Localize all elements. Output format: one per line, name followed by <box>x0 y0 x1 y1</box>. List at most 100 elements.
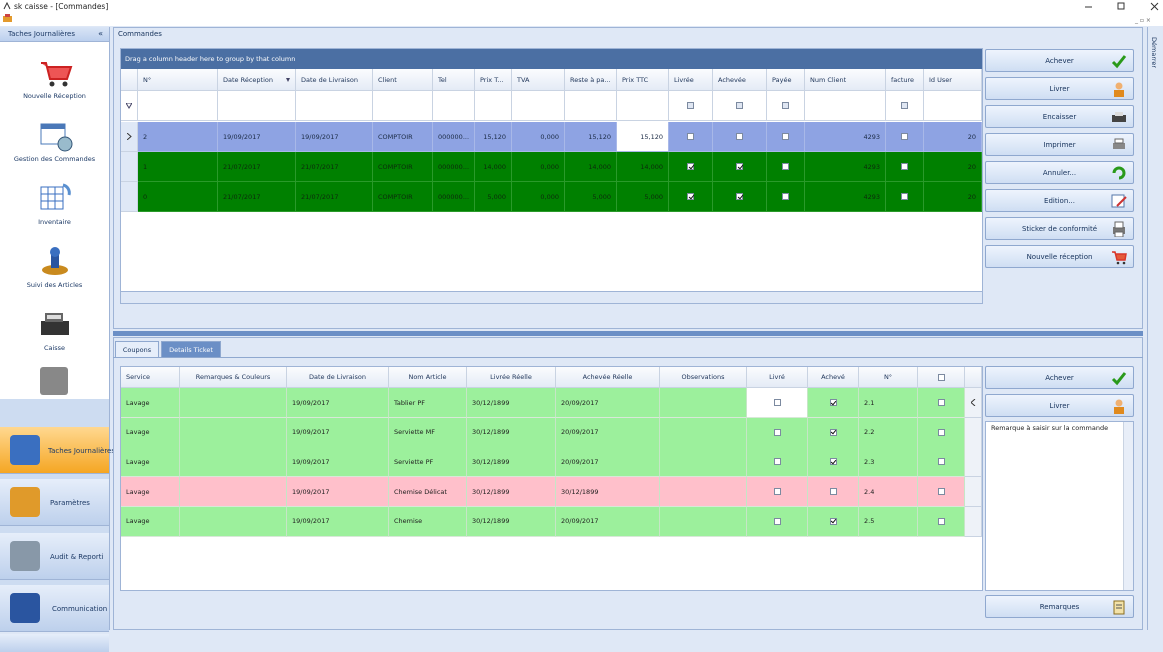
remark-text[interactable]: Remarque à saisir sur la commande <box>991 424 1109 432</box>
checkbox[interactable] <box>687 133 694 140</box>
column-header[interactable]: Date de Livraison <box>287 367 389 388</box>
header-checkbox[interactable] <box>937 373 945 381</box>
sidebar-item[interactable]: Nouvelle Réception <box>23 92 86 100</box>
grid-cell[interactable]: Lavage <box>121 477 180 508</box>
button-label[interactable]: Nouvelle réception <box>1026 252 1093 261</box>
grid-cell[interactable]: 30/12/1899 <box>556 477 660 508</box>
filter-cell[interactable] <box>512 91 565 121</box>
grid-cell[interactable]: 2 <box>138 122 218 152</box>
checkbox[interactable] <box>937 488 945 496</box>
grid-cell[interactable] <box>808 447 859 478</box>
filter-cell[interactable] <box>767 91 805 121</box>
action-button[interactable]: Livrer <box>985 77 1134 100</box>
action-button[interactable]: Imprimer <box>985 133 1134 156</box>
filter-checkbox[interactable] <box>901 102 908 109</box>
button-label[interactable]: Livrer <box>1049 84 1070 93</box>
column-header[interactable]: Payée <box>767 69 805 91</box>
grid-cell[interactable]: Tablier PF <box>389 388 467 418</box>
grid-cell[interactable]: 15,120 <box>617 122 669 152</box>
checkbox[interactable] <box>736 163 743 170</box>
grid-cell[interactable]: 0,000 <box>512 152 565 182</box>
grid-cell[interactable] <box>767 182 805 212</box>
sidebar-icon-partial[interactable] <box>40 367 68 395</box>
nav-item[interactable]: Taches Journalières <box>0 427 115 474</box>
nav-item[interactable]: Audit & Reporti <box>0 533 109 580</box>
grid-cell[interactable]: 2.5 <box>859 506 918 537</box>
tab[interactable]: Coupons <box>115 341 159 358</box>
checkbox[interactable] <box>736 133 743 140</box>
sidebar-icon[interactable] <box>37 55 73 89</box>
grid-cell[interactable] <box>747 417 808 448</box>
checkbox[interactable] <box>773 488 781 496</box>
grid-cell[interactable] <box>660 506 747 537</box>
button-label[interactable]: Achever <box>1045 373 1074 382</box>
grid-cell[interactable] <box>180 388 287 418</box>
action-button[interactable]: Edition... <box>985 189 1134 212</box>
grid-cell[interactable]: 21/07/2017 <box>296 182 373 212</box>
grid-cell[interactable] <box>886 152 924 182</box>
filter-cell[interactable] <box>373 91 433 121</box>
grid-cell[interactable]: 5,000 <box>565 182 617 212</box>
grid-cell[interactable] <box>180 447 287 478</box>
grid-cell[interactable]: 14,000 <box>565 152 617 182</box>
grid-cell[interactable]: 0,000 <box>512 122 565 152</box>
action-button[interactable]: Encaisser <box>985 105 1134 128</box>
filter-cell[interactable] <box>475 91 512 121</box>
grid-cell[interactable]: Lavage <box>121 417 180 448</box>
checkbox[interactable] <box>782 193 789 200</box>
grid-cell[interactable] <box>918 388 965 418</box>
action-button[interactable]: Achever <box>985 366 1134 389</box>
grid-cell[interactable]: 2.1 <box>859 388 918 418</box>
grid-cell[interactable] <box>918 417 965 448</box>
grid-cell[interactable]: 20 <box>924 122 982 152</box>
checkbox[interactable] <box>736 193 743 200</box>
grid-cell[interactable]: 19/09/2017 <box>287 447 389 478</box>
column-header[interactable]: Nom Article <box>389 367 467 388</box>
button-label[interactable]: Livrer <box>1049 401 1070 410</box>
nav-label[interactable]: Audit & Reporti <box>50 553 104 561</box>
grid-cell[interactable] <box>747 388 808 418</box>
grid-cell[interactable]: Serviette PF <box>389 447 467 478</box>
grid-cell[interactable] <box>918 447 965 478</box>
grid-cell[interactable] <box>669 152 713 182</box>
column-header[interactable]: N° <box>859 367 918 388</box>
filter-cell[interactable] <box>565 91 617 121</box>
checkbox[interactable] <box>937 399 945 406</box>
checkbox[interactable] <box>937 458 945 466</box>
grid-cell[interactable]: 19/09/2017 <box>296 122 373 152</box>
button-label[interactable]: Achever <box>1045 56 1074 65</box>
column-header[interactable]: Client <box>373 69 433 91</box>
grid-cell[interactable]: 15,120 <box>565 122 617 152</box>
column-header[interactable]: Livrée <box>669 69 713 91</box>
grid-cell[interactable]: 19/09/2017 <box>287 417 389 448</box>
grid-cell[interactable]: 30/12/1899 <box>467 388 556 418</box>
grid-cell[interactable] <box>713 152 767 182</box>
grid-cell[interactable]: 0 <box>138 182 218 212</box>
grid-cell[interactable]: Chemise Délicat <box>389 477 467 508</box>
column-header[interactable]: N° <box>138 69 218 91</box>
filter-cell[interactable] <box>433 91 475 121</box>
grid-cell[interactable]: 19/09/2017 <box>287 388 389 418</box>
grid-cell[interactable]: 5,000 <box>617 182 669 212</box>
grid-cell[interactable]: 4293 <box>805 152 886 182</box>
checkbox[interactable] <box>782 133 789 140</box>
grid-cell[interactable]: Serviette MF <box>389 417 467 448</box>
grid-cell[interactable]: 2.2 <box>859 417 918 448</box>
grid-cell[interactable]: 30/12/1899 <box>467 417 556 448</box>
grid-cell[interactable]: 20/09/2017 <box>556 417 660 448</box>
sidebar-icon[interactable] <box>37 181 73 215</box>
column-header[interactable]: Reste à pa... <box>565 69 617 91</box>
scrollbar[interactable] <box>1123 422 1133 590</box>
grid-cell[interactable]: 20/09/2017 <box>556 388 660 418</box>
grid-cell[interactable]: 19/09/2017 <box>287 506 389 537</box>
filter-cell[interactable] <box>138 91 218 121</box>
grid-cell[interactable]: 000000... <box>433 122 475 152</box>
grid-cell[interactable]: 21/07/2017 <box>218 182 296 212</box>
grid-cell[interactable] <box>918 477 965 508</box>
grid-cell[interactable]: 19/09/2017 <box>218 122 296 152</box>
grid-cell[interactable]: 19/09/2017 <box>287 477 389 508</box>
sidebar-item[interactable]: Suivi des Articles <box>26 281 83 289</box>
checkbox[interactable] <box>782 163 789 170</box>
grid-cell[interactable] <box>669 122 713 152</box>
filter-cell[interactable] <box>617 91 669 121</box>
